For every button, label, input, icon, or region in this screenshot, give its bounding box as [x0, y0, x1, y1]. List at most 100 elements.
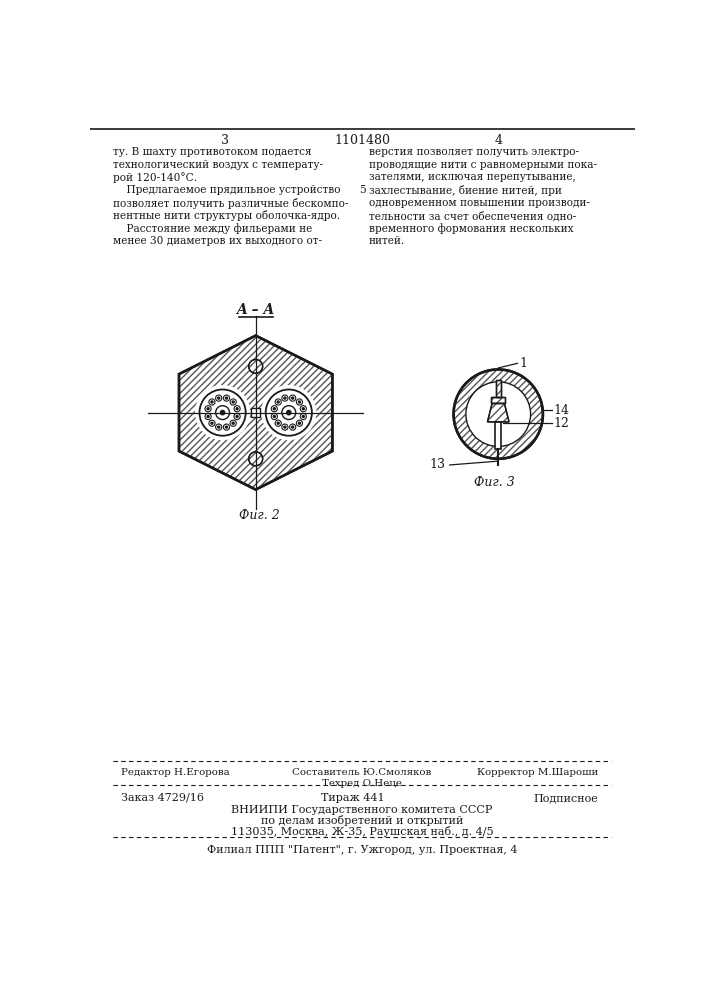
Bar	[496, 380, 501, 397]
Circle shape	[298, 401, 300, 403]
Circle shape	[205, 413, 211, 420]
Circle shape	[236, 408, 238, 410]
Circle shape	[298, 422, 300, 424]
Text: 14: 14	[554, 404, 570, 417]
Circle shape	[249, 452, 262, 466]
Text: Редактор Н.Егорова: Редактор Н.Егорова	[121, 768, 230, 777]
Circle shape	[232, 422, 234, 424]
Text: менее 30 диаметров их выходного от-: менее 30 диаметров их выходного от-	[113, 236, 322, 246]
Text: 1: 1	[520, 357, 528, 370]
Circle shape	[292, 426, 293, 428]
Text: захлестывание, биение нитей, при: захлестывание, биение нитей, при	[369, 185, 562, 196]
Text: Техред О.Неце: Техред О.Неце	[322, 779, 402, 788]
Circle shape	[300, 406, 306, 412]
Polygon shape	[487, 403, 509, 422]
Text: нентные нити структуры оболочка-ядро.: нентные нити структуры оболочка-ядро.	[113, 210, 340, 221]
Text: проводящие нити с равномерными пока-: проводящие нити с равномерными пока-	[369, 160, 597, 170]
Text: Подписное: Подписное	[534, 793, 598, 803]
Text: одновременном повышении производи-: одновременном повышении производи-	[369, 198, 590, 208]
Text: Составитель Ю.Смоляков: Составитель Ю.Смоляков	[292, 768, 431, 777]
Circle shape	[216, 395, 222, 401]
Circle shape	[274, 415, 275, 417]
Circle shape	[454, 369, 543, 459]
Circle shape	[209, 420, 215, 426]
Bar	[495, 422, 501, 449]
Bar	[496, 380, 501, 397]
Text: Фиг. 3: Фиг. 3	[474, 476, 515, 489]
Text: рой 120-140°С.: рой 120-140°С.	[113, 172, 197, 183]
Circle shape	[271, 406, 277, 412]
Text: позволяет получить различные бескомпо-: позволяет получить различные бескомпо-	[113, 198, 349, 209]
Text: Фиг. 2: Фиг. 2	[239, 509, 280, 522]
Circle shape	[234, 413, 240, 420]
Text: Предлагаемое прядильное устройство: Предлагаемое прядильное устройство	[113, 185, 341, 195]
Text: ВНИИПИ Государственного комитета СССР: ВНИИПИ Государственного комитета СССР	[231, 805, 493, 815]
Bar	[491, 397, 506, 403]
Circle shape	[218, 397, 220, 399]
Circle shape	[277, 401, 279, 403]
Text: Тираж 441: Тираж 441	[321, 793, 385, 803]
Circle shape	[284, 397, 286, 399]
Bar	[491, 397, 506, 403]
Circle shape	[271, 413, 277, 420]
Text: тельности за счет обеспечения одно-: тельности за счет обеспечения одно-	[369, 210, 576, 221]
Circle shape	[234, 406, 240, 412]
Text: 113035, Москва, Ж-35, Раушская наб., д. 4/5: 113035, Москва, Ж-35, Раушская наб., д. …	[230, 826, 493, 837]
Polygon shape	[179, 336, 332, 490]
Circle shape	[196, 386, 250, 440]
Circle shape	[292, 397, 293, 399]
Circle shape	[284, 426, 286, 428]
Text: 13: 13	[430, 458, 446, 471]
Text: Корректор М.Шароши: Корректор М.Шароши	[477, 768, 598, 777]
Circle shape	[230, 399, 236, 405]
Text: зателями, исключая перепутывание,: зателями, исключая перепутывание,	[369, 172, 575, 182]
Circle shape	[300, 413, 306, 420]
Text: 4: 4	[494, 134, 502, 147]
Circle shape	[290, 395, 296, 401]
Text: технологический воздух с температу-: технологический воздух с температу-	[113, 160, 323, 170]
Text: 5: 5	[359, 185, 366, 195]
Circle shape	[218, 426, 220, 428]
Text: A – A: A – A	[237, 303, 275, 317]
Circle shape	[249, 359, 262, 373]
Text: Заказ 4729/16: Заказ 4729/16	[121, 793, 204, 803]
Circle shape	[282, 395, 288, 401]
Text: ту. В шахту противотоком подается: ту. В шахту противотоком подается	[113, 147, 312, 157]
Circle shape	[275, 420, 281, 426]
Circle shape	[221, 410, 225, 415]
Circle shape	[226, 426, 228, 428]
Circle shape	[223, 395, 230, 401]
Circle shape	[223, 424, 230, 430]
Circle shape	[277, 422, 279, 424]
Circle shape	[466, 382, 530, 446]
Text: верстия позволяет получить электро-: верстия позволяет получить электро-	[369, 147, 579, 157]
Text: по делам изобретений и открытий: по делам изобретений и открытий	[261, 815, 463, 826]
Text: 12: 12	[554, 417, 570, 430]
Bar	[496, 380, 501, 397]
Circle shape	[230, 420, 236, 426]
Circle shape	[286, 410, 291, 415]
Circle shape	[275, 399, 281, 405]
Circle shape	[303, 408, 304, 410]
Circle shape	[211, 422, 213, 424]
Circle shape	[274, 408, 275, 410]
Circle shape	[207, 415, 209, 417]
Circle shape	[290, 424, 296, 430]
Circle shape	[226, 397, 228, 399]
Text: Филиал ППП "Патент", г. Ужгород, ул. Проектная, 4: Филиал ППП "Патент", г. Ужгород, ул. Про…	[206, 845, 518, 855]
Text: 1101480: 1101480	[334, 134, 390, 147]
Text: нитей.: нитей.	[369, 236, 405, 246]
Bar	[251, 408, 260, 417]
Circle shape	[282, 424, 288, 430]
Circle shape	[303, 415, 304, 417]
Circle shape	[296, 420, 303, 426]
Circle shape	[216, 424, 222, 430]
Bar	[491, 397, 506, 403]
Circle shape	[262, 386, 316, 440]
Circle shape	[236, 415, 238, 417]
Circle shape	[205, 406, 211, 412]
Text: временного формования нескольких: временного формования нескольких	[369, 223, 573, 234]
Circle shape	[232, 401, 234, 403]
Circle shape	[207, 408, 209, 410]
Circle shape	[209, 399, 215, 405]
